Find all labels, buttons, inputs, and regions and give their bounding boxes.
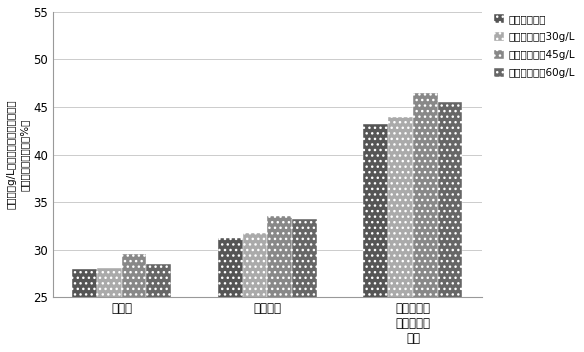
Bar	[413, 93, 437, 352]
Bar	[242, 233, 267, 352]
Bar	[97, 268, 121, 352]
Bar	[363, 124, 388, 352]
Bar	[292, 219, 317, 352]
Bar	[267, 216, 292, 352]
Bar	[388, 117, 413, 352]
Bar	[72, 269, 97, 352]
Bar	[121, 254, 147, 352]
Legend: 未添加紫球藻, 紫球藻添加量30g/L, 紫球藻添加量45g/L, 紫球藻添加量60g/L: 未添加紫球藻, 紫球藻添加量30g/L, 紫球藻添加量45g/L, 紫球藻添加量…	[492, 12, 577, 80]
Bar	[437, 102, 463, 352]
Bar	[218, 238, 242, 352]
Y-axis label: 生物量（g/L）、油脂含量及花生四烯
酸在油脂中的含量（%）: 生物量（g/L）、油脂含量及花生四烯 酸在油脂中的含量（%）	[7, 100, 30, 209]
Bar	[147, 264, 171, 352]
